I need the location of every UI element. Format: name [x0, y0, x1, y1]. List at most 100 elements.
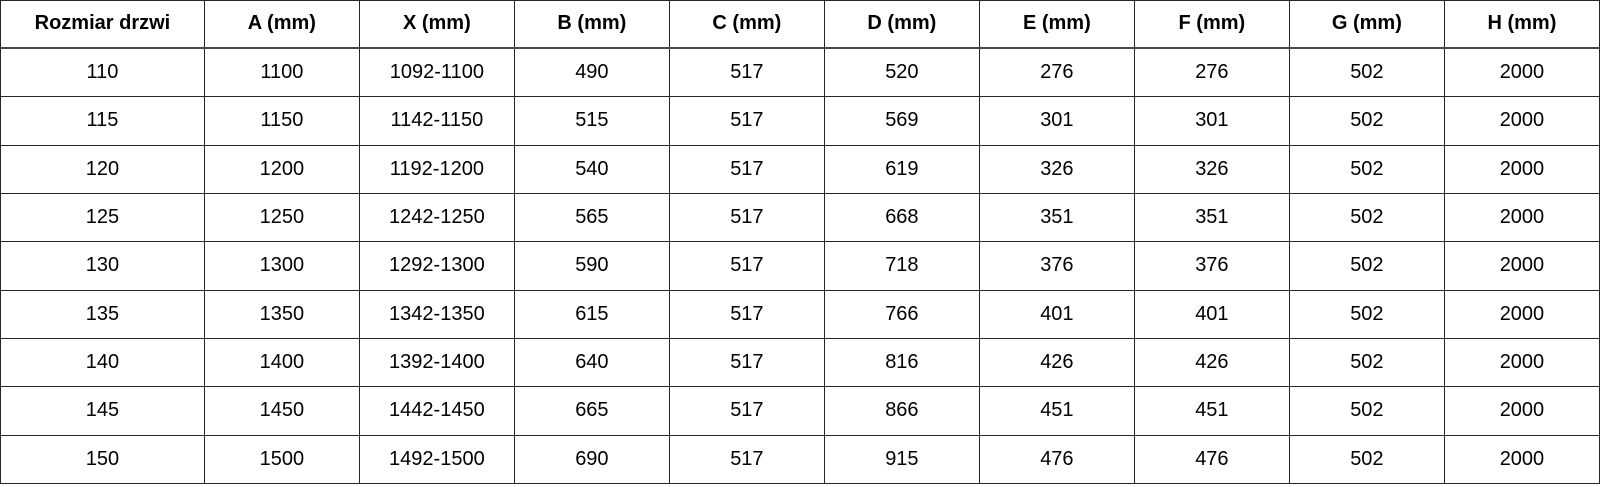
dimension-cell: 668 — [823, 192, 980, 243]
column-header: Rozmiar drzwi — [0, 0, 205, 49]
dimension-cell: 565 — [513, 192, 670, 243]
table-body: 110 1100 1092-1100 490 517 520 276 276 502 2000 11… — [0, 46, 1600, 485]
table-row: 135 1350 1342-1350 615 517 766 401 401 502 2000 — [0, 289, 1600, 339]
dimension-cell: 1142-1150 — [358, 96, 515, 146]
dimension-cell: 426 — [978, 337, 1135, 388]
table-row: 150 1500 1492-1500 690 517 915 476 476 502 2000 — [0, 434, 1600, 485]
column-header: C (mm) — [668, 0, 825, 49]
door-size-cell: 130 — [0, 241, 205, 291]
dimension-cell: 665 — [513, 386, 670, 436]
dimension-cell: 690 — [513, 434, 670, 485]
dimension-cell: 1492-1500 — [358, 434, 515, 485]
table-row: 110 1100 1092-1100 490 517 520 276 276 502 2000 — [0, 46, 1600, 98]
dimension-cell: 451 — [1133, 386, 1290, 436]
door-size-cell: 115 — [0, 96, 205, 146]
column-header: A (mm) — [203, 0, 360, 49]
dimension-cell: 1250 — [203, 192, 360, 243]
dimension-cell: 301 — [1133, 96, 1290, 146]
dimension-cell: 276 — [1133, 46, 1290, 98]
dimension-cell: 502 — [1288, 192, 1445, 243]
dimension-cell: 2000 — [1443, 46, 1600, 98]
dimension-cell: 502 — [1288, 434, 1445, 485]
dimension-cell: 1150 — [203, 96, 360, 146]
dimension-cell: 1192-1200 — [358, 144, 515, 194]
dimension-cell: 2000 — [1443, 144, 1600, 194]
dimension-cell: 517 — [668, 144, 825, 194]
column-header: B (mm) — [513, 0, 670, 49]
table-row: 125 1250 1242-1250 565 517 668 351 351 502 2000 — [0, 192, 1600, 243]
door-size-cell: 145 — [0, 386, 205, 436]
dimension-cell: 517 — [668, 289, 825, 339]
table-row: 140 1400 1392-1400 640 517 816 426 426 502 2000 — [0, 337, 1600, 388]
dimension-cell: 301 — [978, 96, 1135, 146]
dimension-cell: 502 — [1288, 96, 1445, 146]
dimension-cell: 615 — [513, 289, 670, 339]
dimension-cell: 490 — [513, 46, 670, 98]
column-header: H (mm) — [1443, 0, 1600, 49]
dimension-cell: 1100 — [203, 46, 360, 98]
dimension-cell: 502 — [1288, 144, 1445, 194]
table-row: 115 1150 1142-1150 515 517 569 301 301 502 2000 — [0, 96, 1600, 146]
dimension-cell: 1292-1300 — [358, 241, 515, 291]
dimension-cell: 502 — [1288, 289, 1445, 339]
dimension-cell: 1442-1450 — [358, 386, 515, 436]
column-header: F (mm) — [1133, 0, 1290, 49]
dimension-cell: 515 — [513, 96, 670, 146]
dimension-cell: 502 — [1288, 337, 1445, 388]
dimension-cell: 517 — [668, 337, 825, 388]
dimension-cell: 640 — [513, 337, 670, 388]
column-header: E (mm) — [978, 0, 1135, 49]
dimension-cell: 376 — [978, 241, 1135, 291]
dimension-cell: 401 — [978, 289, 1135, 339]
dimension-cell: 1450 — [203, 386, 360, 436]
column-header: D (mm) — [823, 0, 980, 49]
dimension-cell: 866 — [823, 386, 980, 436]
dimension-cell: 718 — [823, 241, 980, 291]
dimension-cell: 476 — [1133, 434, 1290, 485]
dimension-cell: 915 — [823, 434, 980, 485]
dimension-cell: 2000 — [1443, 337, 1600, 388]
column-header: G (mm) — [1288, 0, 1445, 49]
dimension-cell: 351 — [978, 192, 1135, 243]
dimension-cell: 2000 — [1443, 434, 1600, 485]
door-size-cell: 125 — [0, 192, 205, 243]
dimension-cell: 376 — [1133, 241, 1290, 291]
dimension-cell: 502 — [1288, 46, 1445, 98]
door-size-cell: 120 — [0, 144, 205, 194]
column-header: X (mm) — [358, 0, 515, 49]
dimension-cell: 2000 — [1443, 96, 1600, 146]
header-row: Rozmiar drzwi A (mm) X (mm) B (mm) C (mm) D (… — [0, 0, 1600, 49]
table-head: Rozmiar drzwi A (mm) X (mm) B (mm) C (mm) D (… — [0, 0, 1600, 49]
dimension-cell: 517 — [668, 386, 825, 436]
dimension-cell: 502 — [1288, 241, 1445, 291]
dimension-cell: 1342-1350 — [358, 289, 515, 339]
dimension-cell: 766 — [823, 289, 980, 339]
dimension-cell: 1200 — [203, 144, 360, 194]
table-row: 145 1450 1442-1450 665 517 866 451 451 502 2000 — [0, 386, 1600, 436]
dimension-cell: 2000 — [1443, 192, 1600, 243]
dimension-cell: 517 — [668, 192, 825, 243]
dimension-cell: 326 — [1133, 144, 1290, 194]
door-size-cell: 150 — [0, 434, 205, 485]
dimension-cell: 1242-1250 — [358, 192, 515, 243]
dimension-cell: 1300 — [203, 241, 360, 291]
dimension-cell: 816 — [823, 337, 980, 388]
dimension-cell: 1092-1100 — [358, 46, 515, 98]
dimension-cell: 517 — [668, 46, 825, 98]
dimension-cell: 517 — [668, 241, 825, 291]
dimension-cell: 476 — [978, 434, 1135, 485]
table-row: 130 1300 1292-1300 590 517 718 376 376 502 2000 — [0, 241, 1600, 291]
dimension-cell: 1500 — [203, 434, 360, 485]
door-size-cell: 140 — [0, 337, 205, 388]
dimension-cell: 276 — [978, 46, 1135, 98]
dimension-cell: 590 — [513, 241, 670, 291]
dimension-cell: 520 — [823, 46, 980, 98]
door-size-cell: 135 — [0, 289, 205, 339]
dimension-cell: 2000 — [1443, 289, 1600, 339]
dimension-cell: 1400 — [203, 337, 360, 388]
dimension-cell: 426 — [1133, 337, 1290, 388]
dimension-cell: 569 — [823, 96, 980, 146]
dimension-cell: 2000 — [1443, 241, 1600, 291]
dimension-cell: 517 — [668, 434, 825, 485]
